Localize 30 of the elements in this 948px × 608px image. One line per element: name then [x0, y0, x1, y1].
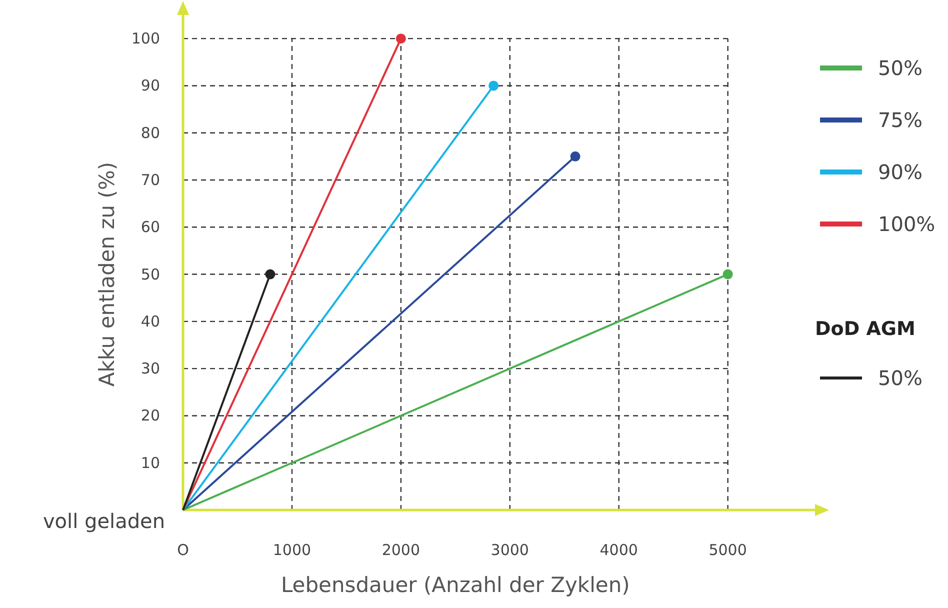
- y-tick-label: voll geladen: [42, 509, 165, 533]
- legend-label: 75%: [878, 108, 922, 132]
- x-tick-label: 1000: [272, 541, 312, 560]
- y-tick-label: 10: [140, 454, 160, 472]
- legend-label: 50%: [878, 366, 922, 390]
- y-tick-label: 50: [140, 265, 160, 284]
- y-axis-title: Akku entladen zu (%): [95, 162, 119, 387]
- y-tick-label: 70: [140, 171, 160, 189]
- x-tick-label: 4000: [600, 541, 638, 560]
- point: [396, 34, 406, 44]
- point: [265, 269, 276, 280]
- point: [488, 80, 499, 91]
- y-tick-label: 40: [140, 312, 160, 330]
- legend-label: 100%: [878, 212, 936, 236]
- point: [722, 269, 733, 280]
- y-tick-label: 20: [140, 406, 160, 425]
- y-tick-label: 90: [140, 76, 160, 95]
- y-tick-label: 100: [131, 30, 160, 48]
- x-tick-label: 3000: [490, 541, 529, 560]
- x-tick-label: 2000: [382, 541, 420, 560]
- legend-label: 90%: [878, 160, 922, 184]
- legend-label: 50%: [878, 56, 922, 80]
- x-tick-label: 5000: [708, 541, 747, 560]
- y-tick-label: 60: [140, 218, 160, 236]
- x-axis-title: Lebensdauer (Anzahl der Zyklen): [280, 573, 630, 597]
- y-tick-label: 80: [140, 124, 160, 142]
- legend-title: DoD AGM: [815, 318, 916, 340]
- x-tick-label: O: [177, 541, 189, 560]
- y-tick-label: 30: [140, 360, 160, 378]
- point: [570, 151, 580, 162]
